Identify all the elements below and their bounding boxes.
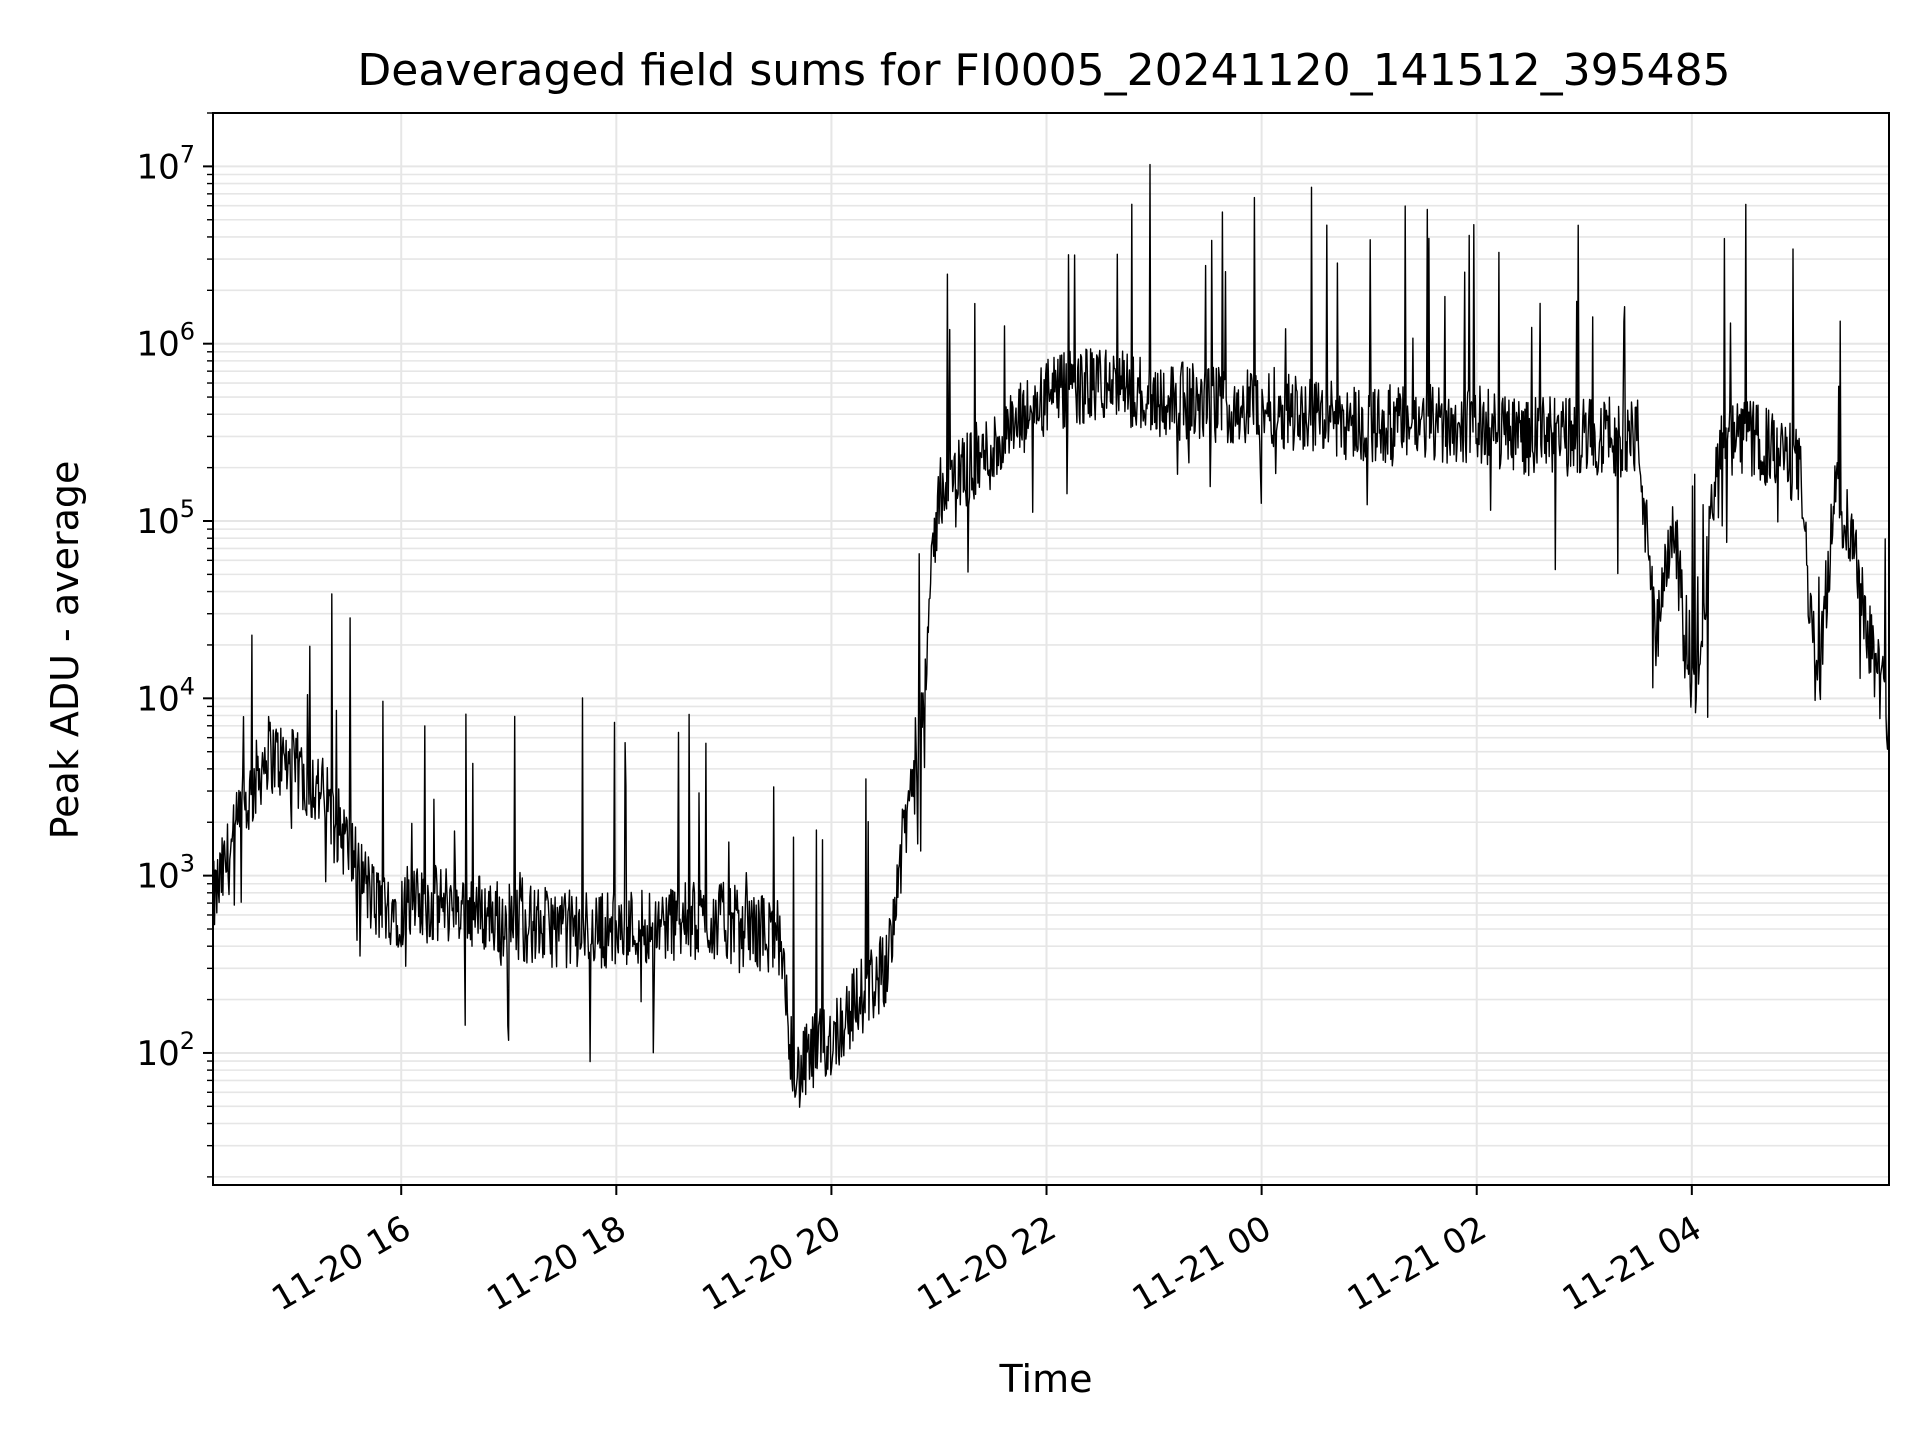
y-axis-label: Peak ADU - average bbox=[43, 461, 87, 840]
y-tick-label: 103 bbox=[136, 850, 195, 897]
y-tick-exponent: 6 bbox=[180, 318, 195, 346]
y-tick-base: 10 bbox=[136, 857, 179, 897]
x-tick-label: 11-21 04 bbox=[1556, 1208, 1708, 1319]
y-tick-label: 104 bbox=[136, 672, 195, 719]
series-layer bbox=[212, 163, 1890, 1108]
y-tick-label: 105 bbox=[136, 495, 195, 542]
x-tick-label: 11-21 00 bbox=[1126, 1208, 1278, 1319]
x-tick-label: 11-20 18 bbox=[480, 1208, 632, 1319]
x-tick-label: 11-20 20 bbox=[696, 1208, 848, 1319]
y-tick-base: 10 bbox=[136, 147, 179, 187]
x-axis-label: Time bbox=[999, 1357, 1093, 1401]
y-tick-label: 106 bbox=[136, 318, 195, 365]
y-tick-base: 10 bbox=[136, 679, 179, 719]
plot-frame bbox=[212, 112, 1890, 1186]
y-tick-label: 102 bbox=[136, 1027, 195, 1074]
grid-layer bbox=[213, 112, 1889, 1185]
x-tick-label: 11-20 22 bbox=[911, 1208, 1063, 1319]
x-tick-label: 11-20 16 bbox=[265, 1208, 417, 1319]
y-tick-exponent: 5 bbox=[180, 495, 195, 523]
y-tick-base: 10 bbox=[136, 1034, 179, 1074]
y-tick-exponent: 4 bbox=[180, 672, 195, 700]
chart-title: Deaveraged field sums for FI0005_2024112… bbox=[357, 45, 1730, 96]
y-tick-exponent: 2 bbox=[180, 1027, 195, 1055]
series-line bbox=[212, 163, 1890, 1108]
y-tick-label: 107 bbox=[136, 140, 195, 187]
y-tick-exponent: 7 bbox=[180, 140, 195, 168]
y-tick-exponent: 3 bbox=[180, 850, 195, 878]
y-tick-base: 10 bbox=[136, 502, 179, 542]
y-tick-base: 10 bbox=[136, 325, 179, 365]
x-tick-label: 11-21 02 bbox=[1341, 1208, 1493, 1319]
